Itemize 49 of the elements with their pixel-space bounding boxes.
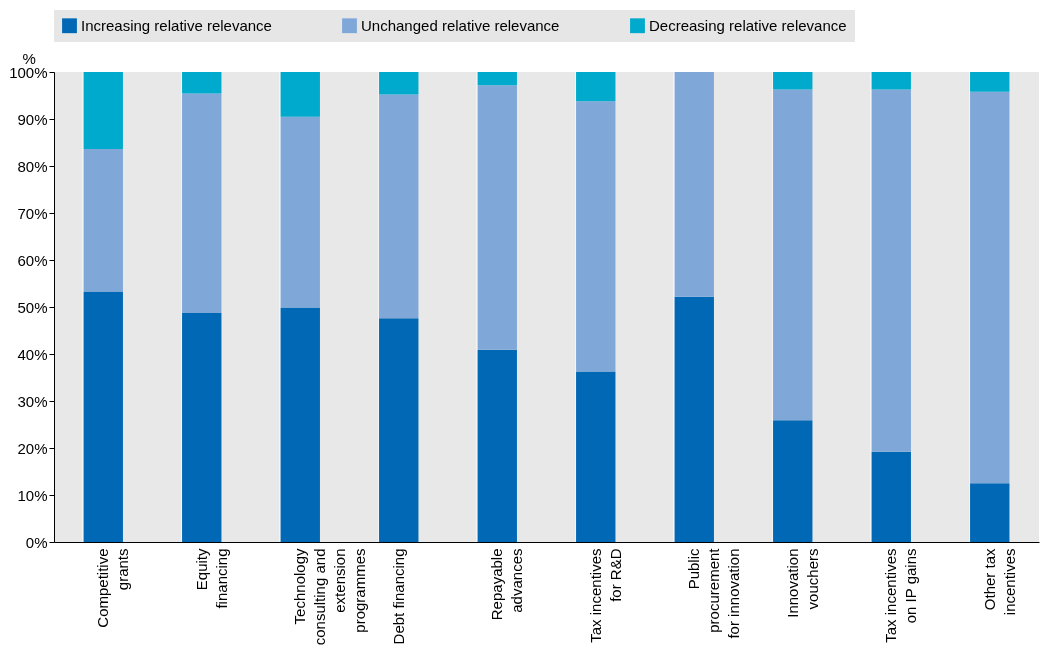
y-tick-label: 80%: [17, 157, 48, 175]
bar: [871, 72, 911, 90]
bar: [970, 91, 1010, 484]
x-tick-label: Equity financing: [192, 548, 230, 609]
bar: [280, 72, 320, 117]
y-tick-label: 0%: [25, 533, 48, 551]
x-tick-label: Other tax incentives: [980, 548, 1018, 616]
y-tick-label: 60%: [17, 251, 48, 269]
x-tick-label: Tax incentives for R&D: [586, 548, 624, 643]
bar: [280, 116, 320, 308]
bar: [280, 307, 320, 542]
bar: [970, 483, 1010, 542]
bar: [182, 313, 222, 542]
bar: [674, 296, 714, 542]
x-tick-label: Debt financing: [389, 548, 407, 645]
y-tick-label: 50%: [17, 298, 48, 316]
legend-label: Increasing relative relevance: [81, 16, 272, 34]
bar: [773, 420, 813, 542]
bar: [773, 72, 813, 90]
bar: [379, 94, 419, 319]
bar: [83, 72, 123, 150]
bar: [576, 371, 616, 542]
bar: [871, 451, 911, 542]
bar: [477, 72, 517, 86]
bar: [871, 89, 911, 452]
legend-label: Decreasing relative relevance: [649, 16, 847, 34]
y-tick-label: 70%: [17, 204, 48, 222]
bar: [83, 149, 123, 292]
bar: [970, 72, 1010, 92]
x-tick-label: Competitive grants: [94, 548, 132, 628]
x-tick-label: Repayable advances: [488, 548, 526, 621]
bar: [379, 318, 419, 542]
x-tick-label: Tax incentives on IP gains: [882, 548, 920, 643]
bar: [379, 72, 419, 95]
y-tick-label: 40%: [17, 345, 48, 363]
bar: [674, 72, 714, 297]
bar: [576, 101, 616, 372]
bar: [83, 291, 123, 542]
legend-label: Unchanged relative relevance: [361, 16, 560, 34]
y-tick-label: 20%: [17, 439, 48, 457]
bar: [576, 72, 616, 102]
bar: [182, 72, 222, 94]
bar: [477, 349, 517, 542]
y-tick-label: 90%: [17, 110, 48, 128]
bar: [773, 89, 813, 421]
y-tick-label: 30%: [17, 392, 48, 410]
bar: [182, 93, 222, 314]
y-tick-label: 10%: [17, 486, 48, 504]
bar: [477, 85, 517, 350]
